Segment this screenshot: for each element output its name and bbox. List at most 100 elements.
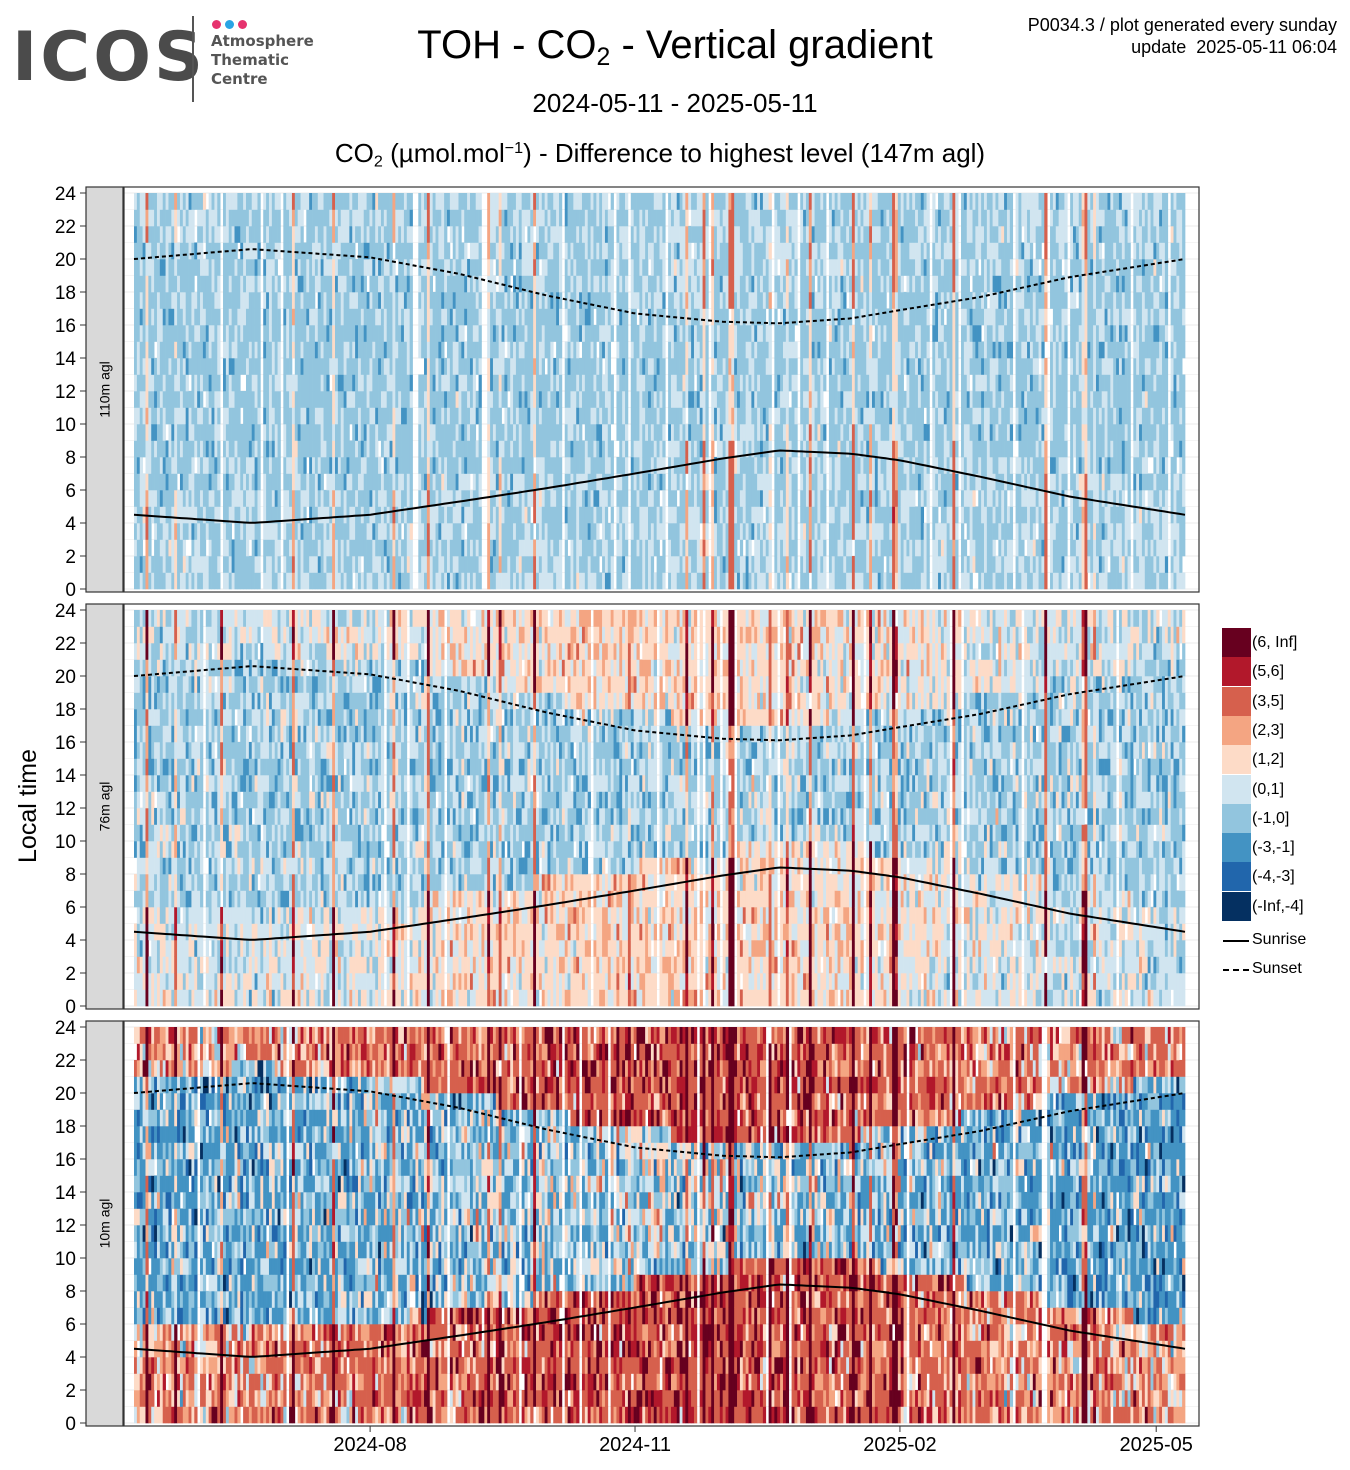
heatmap-cell [206, 276, 209, 293]
heatmap-cell [140, 325, 143, 342]
heatmap-cell [295, 391, 298, 408]
heatmap-cell [140, 424, 143, 441]
heatmap-cell [249, 441, 252, 458]
heatmap-cell [278, 342, 281, 359]
heatmap-cell [246, 292, 249, 309]
heatmap-chart: 110m agl02468101214161820222476m agl0246… [0, 0, 1350, 1470]
heatmap-cell [143, 391, 146, 408]
heatmap-cell [140, 276, 143, 293]
heatmap-cell [186, 325, 189, 342]
heatmap-cell [209, 391, 212, 408]
heatmap-cell [278, 243, 281, 260]
heatmap-cell [203, 424, 206, 441]
heatmap-cell [324, 259, 327, 276]
heatmap-cell [174, 457, 177, 474]
heatmap-cell [160, 573, 163, 590]
heatmap-cell [318, 375, 321, 392]
heatmap-cell [137, 259, 140, 276]
heatmap-cell [286, 226, 289, 243]
heatmap-cell [157, 325, 160, 342]
heatmap-cell [189, 243, 192, 260]
heatmap-cell [303, 457, 306, 474]
heatmap-cell [235, 259, 238, 276]
heatmap-cell [237, 424, 240, 441]
heatmap-cell [160, 325, 163, 342]
heatmap-cell [246, 457, 249, 474]
heatmap-cell [171, 523, 174, 540]
heatmap-cell [194, 540, 197, 557]
heatmap-cell [191, 556, 194, 573]
heatmap-cell [166, 309, 169, 326]
heatmap-cell [217, 210, 220, 227]
heatmap-cell [263, 358, 266, 375]
heatmap-cell [183, 259, 186, 276]
heatmap-cell [212, 210, 215, 227]
heatmap-cell [157, 523, 160, 540]
heatmap-cell [289, 210, 292, 227]
heatmap-cell [318, 259, 321, 276]
heatmap-cell [134, 309, 137, 326]
heatmap-cell [203, 408, 206, 425]
heatmap-cell [217, 226, 220, 243]
heatmap-cell [289, 490, 292, 507]
heatmap-cell [229, 292, 232, 309]
heatmap-cell [237, 259, 240, 276]
heatmap-cell [157, 441, 160, 458]
heatmap-cell [174, 276, 177, 293]
heatmap-cell [266, 540, 269, 557]
heatmap-cell [180, 193, 183, 210]
heatmap-cell [237, 375, 240, 392]
heatmap-cell [263, 556, 266, 573]
heatmap-cell [232, 408, 235, 425]
heatmap-cell [286, 556, 289, 573]
heatmap-cell [275, 342, 278, 359]
heatmap-cell [229, 375, 232, 392]
heatmap-cell [140, 226, 143, 243]
heatmap-cell [257, 325, 260, 342]
heatmap-cell [301, 210, 304, 227]
heatmap-cell [303, 342, 306, 359]
heatmap-cell [301, 540, 304, 557]
heatmap-cell [189, 424, 192, 441]
heatmap-cell [163, 226, 166, 243]
heatmap-cell [157, 259, 160, 276]
heatmap-cell [252, 292, 255, 309]
heatmap-cell [278, 457, 281, 474]
heatmap-cell [318, 573, 321, 590]
heatmap-cell [163, 573, 166, 590]
heatmap-cell [189, 408, 192, 425]
heatmap-cell [252, 226, 255, 243]
heatmap-cell [252, 375, 255, 392]
heatmap-cell [183, 474, 186, 491]
heatmap-cell [229, 556, 232, 573]
heatmap-cell [168, 490, 171, 507]
heatmap-cell [318, 523, 321, 540]
heatmap-cell [134, 490, 137, 507]
heatmap-cell [292, 424, 295, 441]
heatmap-cell [145, 474, 148, 491]
heatmap-cell [197, 375, 200, 392]
heatmap-cell [180, 573, 183, 590]
heatmap-cell [235, 457, 238, 474]
heatmap-cell [295, 556, 298, 573]
heatmap-cell [174, 259, 177, 276]
heatmap-cell [243, 358, 246, 375]
heatmap-cell [289, 573, 292, 590]
heatmap-cell [212, 408, 215, 425]
heatmap-cell [137, 309, 140, 326]
heatmap-cell [278, 424, 281, 441]
heatmap-cell [269, 441, 272, 458]
heatmap-cell [171, 309, 174, 326]
heatmap-cell [217, 342, 220, 359]
heatmap-cell [174, 556, 177, 573]
heatmap-cell [189, 342, 192, 359]
heatmap-cell [269, 573, 272, 590]
heatmap-cell [160, 358, 163, 375]
heatmap-cell [283, 573, 286, 590]
heatmap-cell [255, 292, 258, 309]
heatmap-cell [229, 325, 232, 342]
heatmap-cell [168, 540, 171, 557]
heatmap-cell [324, 441, 327, 458]
heatmap-cell [145, 358, 148, 375]
heatmap-cell [306, 358, 309, 375]
